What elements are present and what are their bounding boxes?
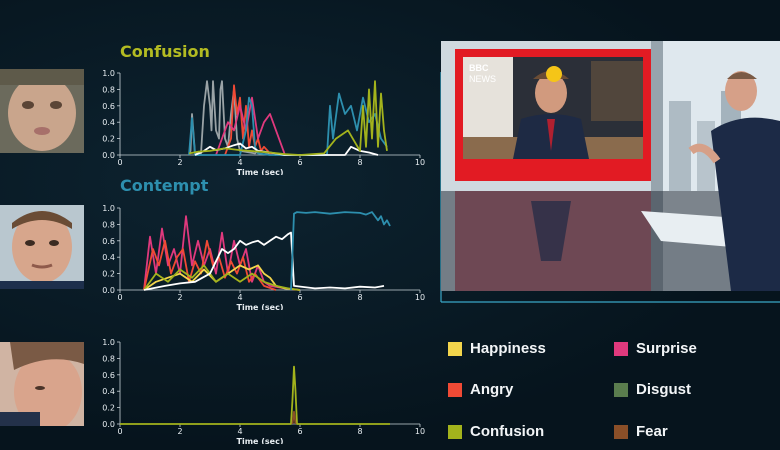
legend-swatch-confusion — [448, 424, 462, 439]
confusion-chart-title: Confusion — [120, 42, 210, 61]
x-tick-label: 8 — [357, 427, 362, 436]
x-tick-label: 2 — [177, 158, 182, 167]
x-tick-label: 10 — [415, 293, 425, 302]
legend-swatch-fear — [614, 424, 628, 439]
legend-item-happiness: Happiness — [448, 340, 546, 357]
legend-item-confusion: Confusion — [448, 423, 544, 440]
y-tick-label: 0.8 — [102, 354, 115, 363]
legend-label-disgust: Disgust — [636, 381, 692, 398]
y-tick-label: 0.4 — [102, 253, 115, 262]
emotion-badge-icon — [546, 66, 562, 82]
legend-label-confusion: Confusion — [470, 423, 545, 440]
x-axis-label: Time (sec) — [237, 437, 284, 444]
x-tick-label: 6 — [297, 293, 302, 302]
x-tick-label: 8 — [357, 293, 362, 302]
series-line-5 — [188, 80, 388, 156]
legend-item-disgust: Disgust — [614, 381, 691, 398]
legend-item-fear: Fear — [614, 423, 668, 440]
y-tick-label: 1.0 — [102, 204, 115, 213]
legend-label-fear: Fear — [636, 423, 668, 440]
x-tick-label: 10 — [415, 427, 425, 436]
series-line-3 — [143, 264, 301, 291]
y-tick-label: 0.2 — [102, 135, 115, 144]
contempt-chart: 0.0 0.2 0.4 0.6 0.8 1.0 0 2 4 6 8 10 Time (sec) — [100, 200, 435, 310]
y-tick-label: 0.4 — [102, 118, 115, 127]
news-video-frame[interactable]: BBC NEWS — [441, 41, 780, 292]
professor-face-thumbnail — [0, 205, 84, 289]
x-tick-label: 10 — [415, 158, 425, 167]
y-tick-label: 0.6 — [102, 371, 115, 380]
anchor-face-thumbnail — [0, 342, 84, 426]
y-tick-label: 1.0 — [102, 338, 115, 347]
x-tick-label: 6 — [297, 427, 302, 436]
y-tick-label: 0.2 — [102, 404, 115, 413]
y-tick-label: 0.0 — [102, 420, 115, 429]
series-line-5 — [290, 211, 391, 291]
news-studio-image: BBC NEWS — [441, 41, 780, 292]
series-line-1 — [143, 239, 277, 291]
x-tick-label: 4 — [237, 293, 242, 302]
confusion-chart-svg: 0.0 0.2 0.4 0.6 0.8 1.0 0 2 4 6 8 10 Time (sec) — [102, 69, 425, 175]
x-tick-label: 8 — [357, 158, 362, 167]
legend-item-surprise: Surprise — [614, 340, 697, 357]
y-tick-label: 0.0 — [102, 286, 115, 295]
x-axis-label: Time (sec) — [237, 168, 284, 175]
anchor-emotion-chart: 0.0 0.2 0.4 0.6 0.8 1.0 0 2 4 6 8 10 Time (sec) — [100, 334, 435, 444]
x-tick-label: 2 — [177, 293, 182, 302]
x-tick-label: 0 — [117, 158, 122, 167]
legend-item-angry: Angry — [448, 381, 513, 398]
bbc-logo: BBC — [469, 63, 489, 73]
y-tick-label: 0.4 — [102, 387, 115, 396]
x-tick-label: 6 — [297, 158, 302, 167]
series-line-0 — [120, 365, 390, 425]
legend-label-angry: Angry — [470, 381, 514, 398]
legend-label-surprise: Surprise — [636, 340, 697, 357]
y-tick-label: 0.2 — [102, 270, 115, 279]
contempt-chart-svg: 0.0 0.2 0.4 0.6 0.8 1.0 0 2 4 6 8 10 Time (sec) — [102, 204, 425, 310]
x-tick-label: 0 — [117, 293, 122, 302]
y-tick-label: 0.8 — [102, 220, 115, 229]
series-line-4 — [143, 231, 385, 291]
y-tick-label: 1.0 — [102, 69, 115, 78]
y-tick-label: 0.8 — [102, 85, 115, 94]
x-tick-label: 4 — [237, 427, 242, 436]
news-logo: NEWS — [469, 74, 496, 84]
contempt-chart-title: Contempt — [120, 176, 209, 195]
y-tick-label: 0.0 — [102, 151, 115, 160]
x-tick-label: 0 — [117, 427, 122, 436]
legend-swatch-happiness — [448, 341, 462, 356]
confusion-chart: 0.0 0.2 0.4 0.6 0.8 1.0 0 2 4 6 8 10 Time (sec) — [100, 65, 435, 175]
child-face-thumbnail — [0, 69, 84, 153]
anchor-emotion-chart-svg: 0.0 0.2 0.4 0.6 0.8 1.0 0 2 4 6 8 10 Time (sec) — [102, 338, 425, 444]
legend-label-happiness: Happiness — [470, 340, 546, 357]
series-line-4 — [194, 142, 379, 156]
x-tick-label: 2 — [177, 427, 182, 436]
y-tick-label: 0.6 — [102, 102, 115, 111]
legend-swatch-angry — [448, 382, 462, 397]
x-tick-label: 4 — [237, 158, 242, 167]
series-line-2 — [215, 96, 286, 156]
legend-swatch-surprise — [614, 341, 628, 356]
y-tick-label: 0.6 — [102, 237, 115, 246]
series-line-1 — [291, 410, 297, 425]
x-axis-label: Time (sec) — [237, 303, 284, 310]
legend-swatch-disgust — [614, 382, 628, 397]
